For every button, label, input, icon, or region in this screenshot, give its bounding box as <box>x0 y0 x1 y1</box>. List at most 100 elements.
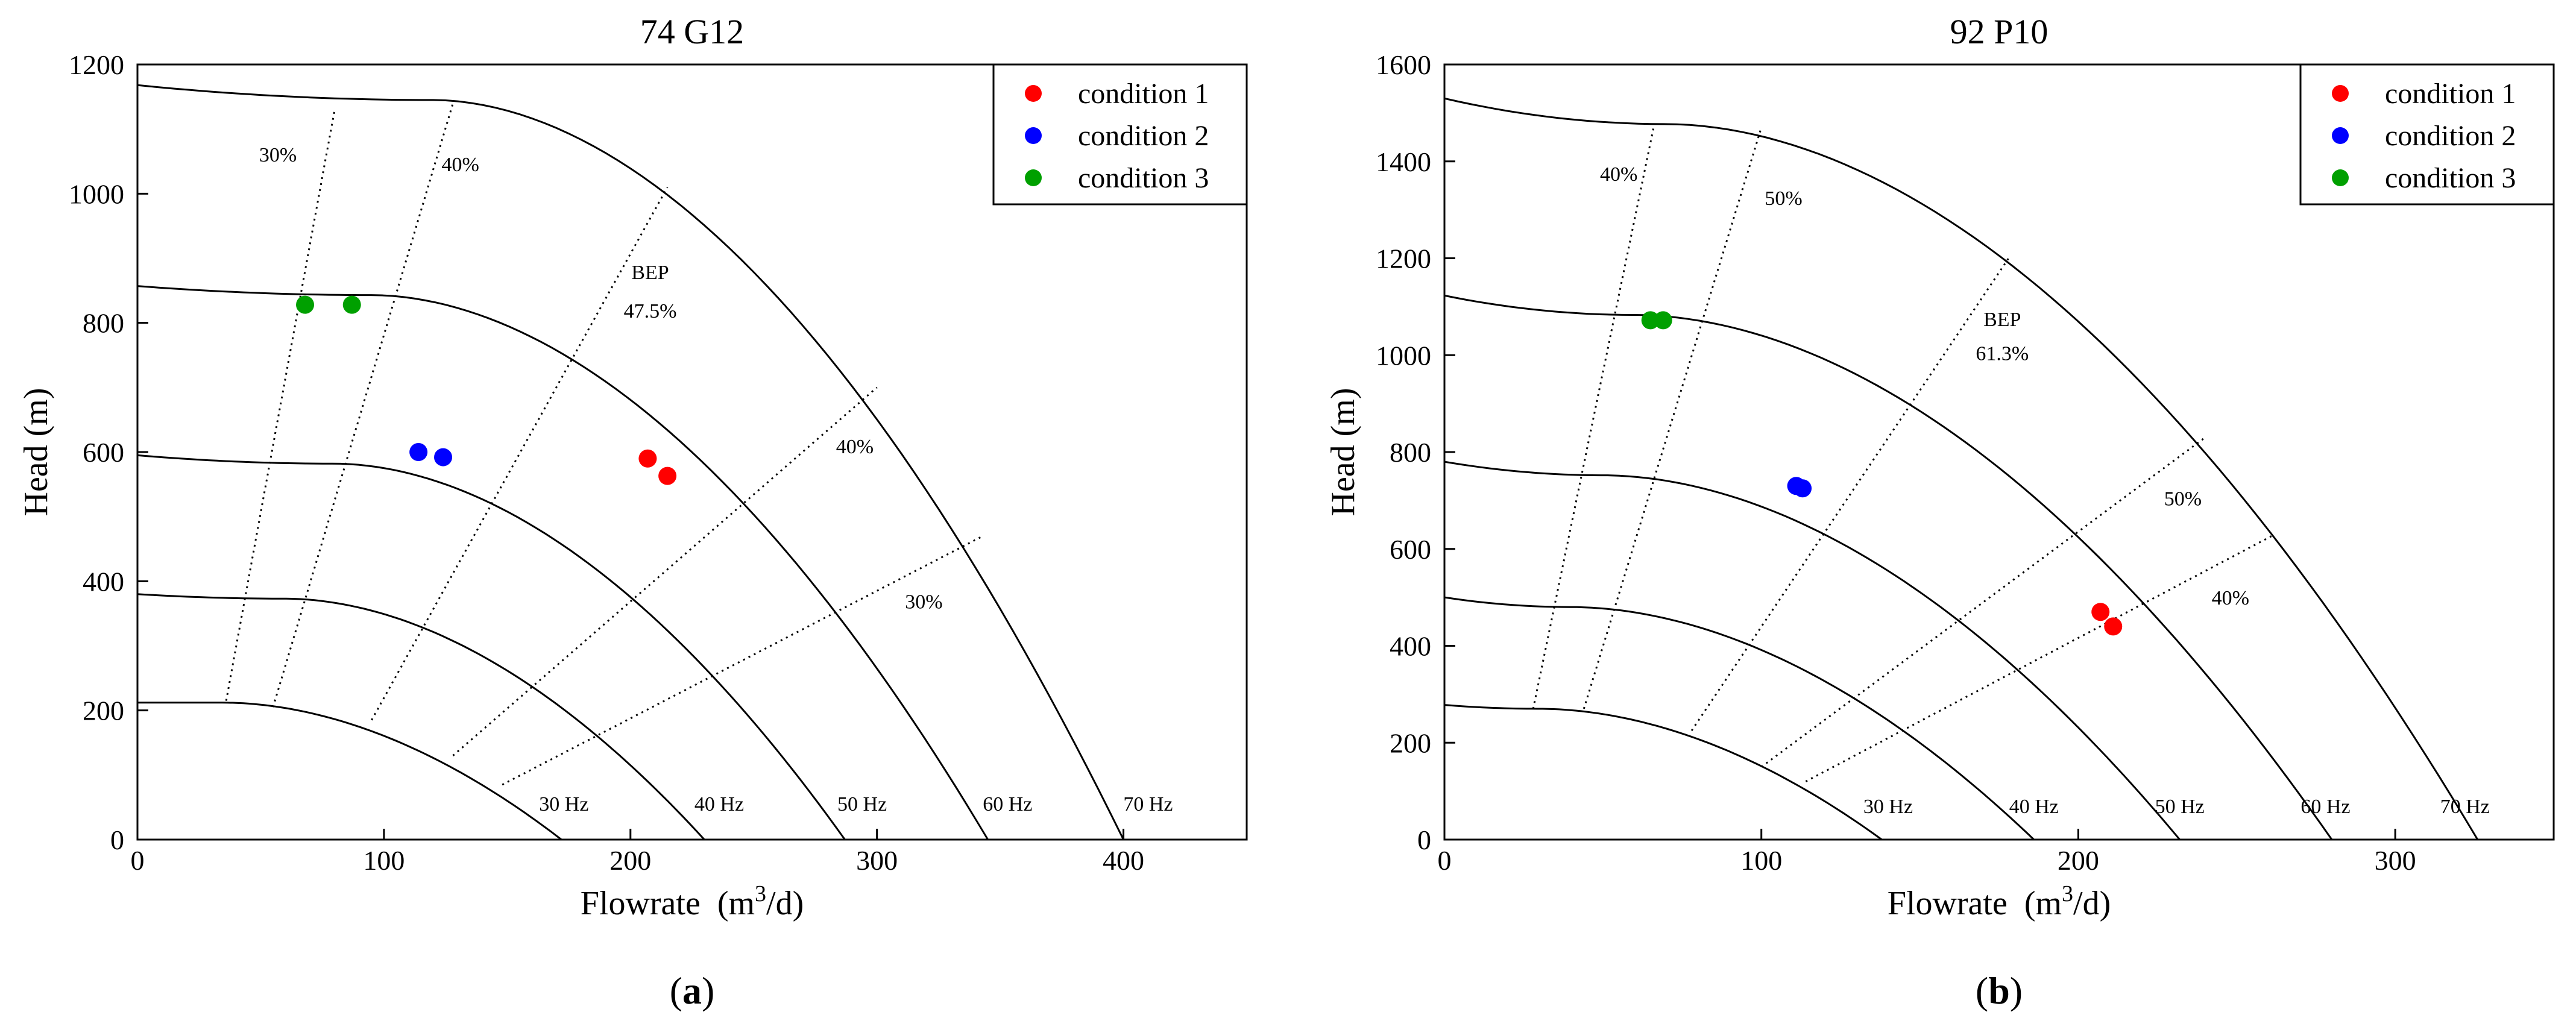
legend-marker <box>1025 85 1042 102</box>
hz-curve <box>1444 596 2035 840</box>
x-tick-label: 200 <box>2058 845 2099 876</box>
x-axis-label-unit: (m <box>2024 885 2062 922</box>
panel-label-open: ( <box>670 969 682 1012</box>
annotation-label: 30% <box>259 144 297 166</box>
y-tick-label: 400 <box>1390 631 1431 662</box>
annotation-label: 30% <box>905 591 942 613</box>
panel-label: (a) <box>670 969 715 1012</box>
efficiency-line <box>1532 127 1655 709</box>
legend-marker <box>1025 169 1042 186</box>
annotation-label: BEP <box>1983 309 2021 331</box>
y-tick-label: 200 <box>83 696 124 726</box>
chart-panel-b: 92 P10 0 100 200 300 0 200 400 600 800 1000 1200 140… <box>1324 12 2555 1012</box>
annotation-label: 60 Hz <box>983 793 1032 815</box>
panel-label-close: ) <box>702 969 714 1012</box>
data-point-condition-3 <box>1641 311 1660 330</box>
annotation-label: 50% <box>1765 187 1802 210</box>
panel-label-letter: b <box>1988 969 2010 1012</box>
x-tick-label: 0 <box>1438 845 1452 876</box>
legend-label: condition 3 <box>2385 162 2516 194</box>
x-axis-label-main: Flowrate <box>581 885 709 922</box>
hz-curve <box>1444 704 1883 840</box>
legend-marker <box>2332 127 2349 144</box>
panel-label-close: ) <box>2010 969 2023 1012</box>
annotation-label: 47.5% <box>624 300 677 322</box>
y-tick-label: 1600 <box>1376 49 1431 80</box>
legend-label: condition 1 <box>1078 78 1209 110</box>
hz-curve <box>1444 294 2333 840</box>
data-point-condition-3 <box>342 295 361 314</box>
legend-marker <box>2332 85 2349 102</box>
annotation-label: 70 Hz <box>1123 793 1173 815</box>
hz-curve <box>1444 97 2479 840</box>
chart-title: 74 G12 <box>640 12 744 51</box>
efficiency-line <box>452 386 878 756</box>
efficiency-line <box>371 186 669 721</box>
legend-label: condition 2 <box>2385 120 2516 152</box>
y-tick-label: 200 <box>1390 727 1431 758</box>
x-axis-label-unit-end: /d) <box>2073 885 2111 922</box>
y-tick-label: 600 <box>1390 534 1431 565</box>
hz-curve <box>1444 460 2181 840</box>
y-tick-label: 1200 <box>69 49 124 80</box>
y-tick-label: 600 <box>83 437 124 468</box>
data-point-condition-3 <box>296 295 315 314</box>
legend-marker <box>1025 127 1042 144</box>
annotation-label: 40% <box>2212 587 2249 609</box>
data-point-condition-1 <box>2104 617 2123 636</box>
y-tick-label: 800 <box>83 308 124 339</box>
panel-label-open: ( <box>1976 969 1988 1012</box>
annotation-label: 61.3% <box>1976 342 2029 365</box>
y-tick-label: 1000 <box>1376 340 1431 371</box>
annotation-label: BEP <box>631 262 669 284</box>
data-point-condition-1 <box>2091 603 2110 621</box>
x-tick-label: 0 <box>131 845 145 876</box>
x-axis-label-unit-sup: 3 <box>755 881 766 906</box>
annotation-label: 50 Hz <box>2155 796 2205 818</box>
efficiency-line <box>1760 436 2206 768</box>
legend-marker <box>2332 169 2349 186</box>
y-axis-label: Head (m) <box>1324 388 1362 516</box>
chart-title: 92 P10 <box>1950 12 2049 51</box>
legend: condition 1 condition 2 condition 3 <box>2299 63 2555 206</box>
y-tick-label: 1200 <box>1376 243 1431 274</box>
hz-curve <box>137 454 846 840</box>
annotation-label: 40% <box>441 154 479 176</box>
y-tick-label: 400 <box>83 566 124 597</box>
annotation-label: 40 Hz <box>2009 796 2059 818</box>
annotation-label: 40% <box>836 436 874 458</box>
efficiency-line <box>225 109 336 701</box>
annotation-label: 40% <box>1600 163 1637 186</box>
legend-label: condition 1 <box>2385 78 2516 110</box>
legend-label: condition 2 <box>1078 120 1209 152</box>
legend: condition 1 condition 2 condition 3 <box>992 63 1248 206</box>
x-axis-label-unit-end: /d) <box>766 885 804 922</box>
efficiency-line <box>1690 257 2010 731</box>
panel-label-letter: a <box>682 969 702 1012</box>
x-axis-label-main: Flowrate <box>1888 885 2016 922</box>
y-tick-label: 0 <box>110 825 124 855</box>
y-tick-label: 800 <box>1390 437 1431 468</box>
x-tick-label: 100 <box>1740 845 1782 876</box>
x-axis-label-unit: (m <box>717 885 755 922</box>
efficiency-line <box>1582 127 1763 709</box>
efficiency-line <box>502 535 984 786</box>
x-tick-label: 300 <box>2375 845 2416 876</box>
data-point-condition-1 <box>638 449 657 468</box>
data-point-condition-2 <box>1793 479 1812 498</box>
hz-curve <box>137 702 562 840</box>
y-axis-label: Head (m) <box>17 388 55 516</box>
x-tick-label: 200 <box>609 845 651 876</box>
efficiency-line <box>1805 533 2276 782</box>
data-point-condition-1 <box>658 467 677 485</box>
panel-label: (b) <box>1976 969 2023 1012</box>
x-tick-label: 300 <box>856 845 898 876</box>
annotation-label: 50 Hz <box>837 793 887 815</box>
y-tick-label: 1400 <box>1376 146 1431 177</box>
annotation-label: 50% <box>2164 488 2202 510</box>
x-axis-label: Flowrate (m3/d) <box>1888 881 2111 922</box>
annotation-label: 60 Hz <box>2300 796 2350 818</box>
efficiency-line <box>272 102 454 708</box>
plot-area <box>137 84 1124 840</box>
